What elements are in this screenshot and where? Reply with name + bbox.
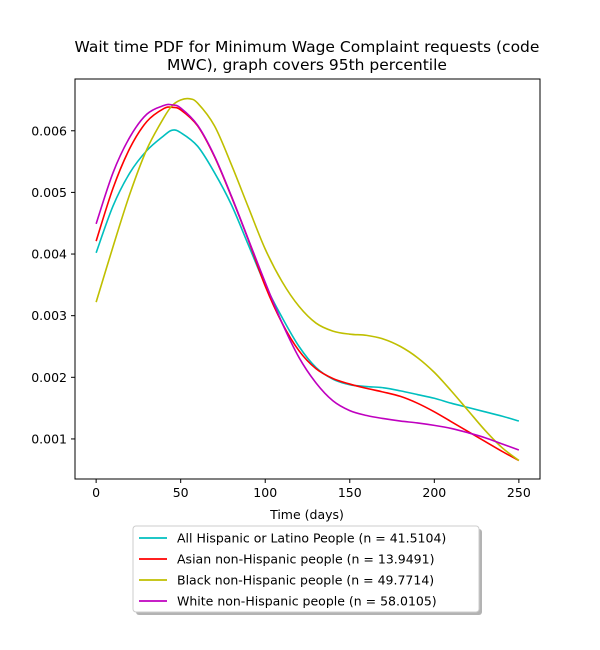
chart-title-line-1: Wait time PDF for Minimum Wage Complaint… bbox=[75, 38, 540, 56]
series-line-2 bbox=[95, 97, 520, 462]
x-tick-label: 200 bbox=[422, 485, 446, 500]
x-tick-label: 100 bbox=[253, 485, 277, 500]
axes-layer: 0 50 100 150 200 250 0.001 0.002 0.003 0.004 0.005… bbox=[31, 78, 541, 500]
y-tick-label: 0.004 bbox=[31, 247, 67, 262]
chart-title-line-2: MWC), graph covers 95th percentile bbox=[167, 56, 447, 74]
y-tick-label: 0.001 bbox=[31, 431, 67, 446]
series-line-3 bbox=[95, 103, 520, 451]
legend: All Hispanic or Latino People (n = 41.51… bbox=[132, 525, 482, 615]
y-tick-label: 0.006 bbox=[31, 123, 67, 138]
legend-box bbox=[132, 525, 480, 613]
y-tick-label: 0.005 bbox=[31, 185, 67, 200]
plot-frame bbox=[74, 78, 541, 480]
series-layer bbox=[95, 97, 520, 462]
x-tick-label: 250 bbox=[507, 485, 531, 500]
legend-label-0: All Hispanic or Latino People (n = 41.51… bbox=[177, 531, 446, 546]
legend-label-3: White non-Hispanic people (n = 58.0105) bbox=[177, 594, 437, 609]
series-line-1 bbox=[95, 106, 520, 462]
legend-label-1: Asian non-Hispanic people (n = 13.9491) bbox=[177, 552, 434, 567]
x-axis-label: Time (days) bbox=[269, 507, 344, 522]
x-tick-label: 150 bbox=[338, 485, 362, 500]
y-tick-label: 0.003 bbox=[31, 308, 67, 323]
x-tick-label: 0 bbox=[92, 485, 100, 500]
y-tick-label: 0.002 bbox=[31, 370, 67, 385]
legend-label-2: Black non-Hispanic people (n = 49.7714) bbox=[177, 573, 434, 588]
series-line-0 bbox=[95, 129, 520, 422]
x-tick-label: 50 bbox=[173, 485, 189, 500]
